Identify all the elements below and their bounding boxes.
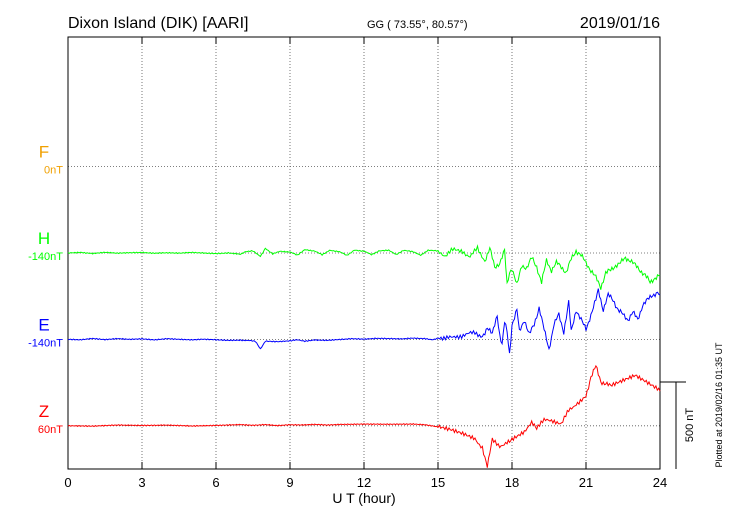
x-tick-label: 21 (579, 475, 593, 490)
x-tick-label: 9 (286, 475, 293, 490)
series-layer (67, 244, 661, 468)
series-name-f: F (39, 143, 49, 162)
scale-bar-label: 500 nT (684, 408, 696, 443)
series-baseline-e: -140nT (28, 337, 63, 349)
series-name-z: Z (39, 402, 49, 421)
series-line-z (67, 364, 661, 468)
x-tick-label: 15 (431, 475, 445, 490)
series-baseline-h: -140nT (28, 251, 63, 263)
x-axis-label: U T (hour) (332, 490, 395, 506)
x-tick-label: 24 (653, 475, 667, 490)
x-tick-label: 6 (212, 475, 219, 490)
date-label: 2019/01/16 (580, 15, 660, 32)
series-name-e: E (38, 315, 49, 334)
x-tick-label: 18 (505, 475, 519, 490)
series-baseline-z: 60nT (38, 424, 63, 436)
plotted-timestamp: Plotted at 2019/02/16 01:35 UT (714, 342, 724, 468)
grid-lines (68, 37, 660, 469)
series-line-h (67, 244, 661, 290)
series-line-e (67, 288, 661, 354)
station-title: Dixon Island (DIK) [AARI] (68, 15, 249, 32)
coords-label: GG ( 73.55°, 80.57°) (367, 19, 468, 31)
series-name-h: H (38, 229, 50, 248)
series-baseline-f: 0nT (44, 165, 63, 177)
x-tick-label: 0 (64, 475, 71, 490)
series-labels: F 0nT H -140nT E -140nT Z 60nT (28, 143, 63, 436)
x-tick-label: 12 (357, 475, 371, 490)
scale-bar: 500 nT (660, 381, 696, 469)
x-tick-label: 3 (138, 475, 145, 490)
x-axis-ticks: 0 3 6 9 12 15 18 21 24 (64, 37, 667, 490)
